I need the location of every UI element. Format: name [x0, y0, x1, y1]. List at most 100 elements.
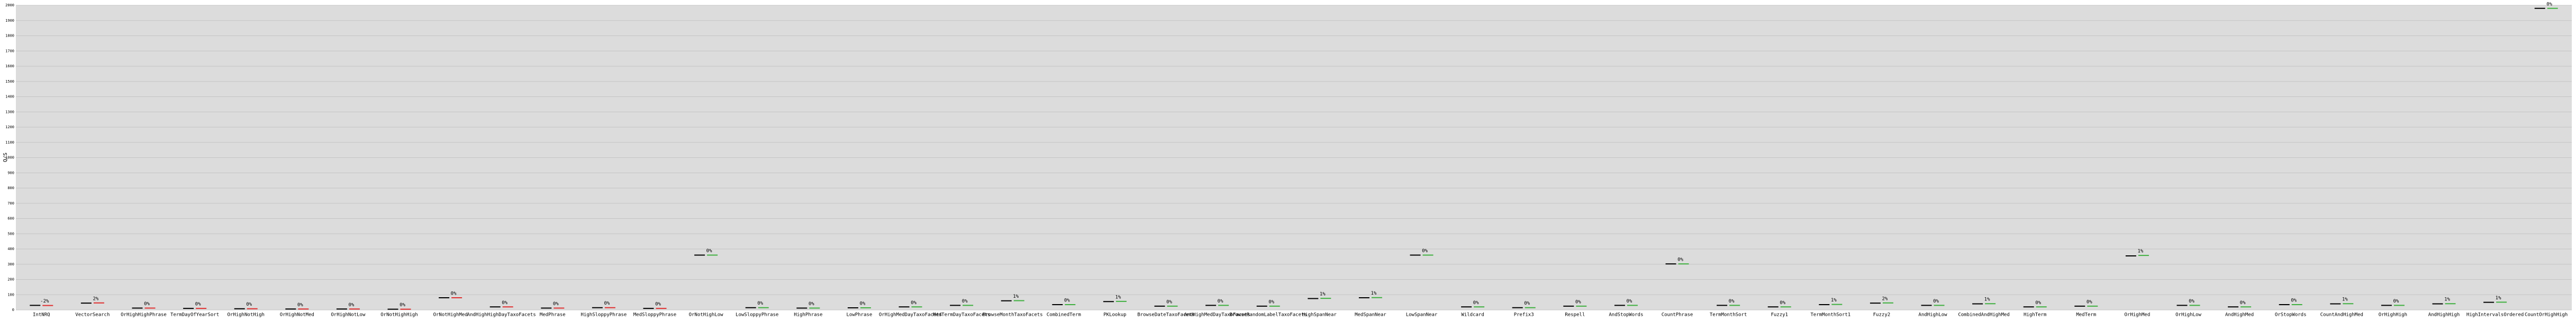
y-tick-label: 1700 [5, 49, 14, 53]
change-label: 0% [1422, 248, 1428, 254]
y-tick-label: 0 [12, 308, 14, 312]
x-tick-label: AndHighHigh [2428, 313, 2460, 318]
y-tick-label: 1900 [5, 19, 14, 23]
x-tick-label: CountPhrase [1662, 313, 1693, 318]
x-tick-label: LowSloppyPhrase [736, 313, 778, 318]
y-tick-label: 100 [7, 292, 14, 297]
change-label: 1% [2444, 297, 2450, 303]
x-tick-label: CountAndHighMed [2320, 313, 2363, 318]
change-label: 0% [809, 301, 814, 307]
x-tick-label: VectorSearch [75, 313, 110, 318]
y-tick-label: 800 [7, 186, 14, 190]
x-tick-label: TermMonthSort [1710, 313, 1747, 318]
x-tick-label: AndHighMed [2225, 313, 2254, 318]
change-label: 0% [400, 303, 405, 308]
change-label: 0% [1268, 299, 1274, 305]
y-tick-label: 1500 [5, 79, 14, 84]
x-tick-label: MedTermDayTaxoFacets [933, 313, 990, 318]
x-tick-label: AndHighMedDayTaxoFacets [1184, 313, 1250, 318]
x-tick-label: AndStopWords [1609, 313, 1643, 318]
change-label: 0% [144, 301, 150, 307]
change-label: 0% [1524, 301, 1530, 306]
change-label: 0% [348, 303, 354, 308]
y-tick-label: 700 [7, 201, 14, 206]
y-tick-label: 400 [7, 247, 14, 251]
change-label: 1% [1371, 291, 1376, 296]
x-tick-label: OrHighMed [2125, 313, 2151, 318]
y-tick-label: 900 [7, 171, 14, 175]
x-tick-label: BrowseRandomLabelTaxoFacets [1230, 313, 1307, 318]
change-label: 2% [1882, 296, 1888, 301]
y-tick-label: 1100 [5, 140, 14, 145]
x-tick-label: MedSpanNear [1355, 313, 1386, 318]
y-tick-label: 600 [7, 217, 14, 221]
change-label: 0% [706, 248, 712, 254]
x-tick-label: HighIntervalsOrdered [2466, 313, 2524, 318]
x-tick-label: OrHighHigh [2379, 313, 2407, 318]
change-label: 0% [1626, 299, 1632, 304]
x-tick-label: OrHighNotLow [331, 313, 366, 318]
change-label: 0% [1473, 300, 1479, 306]
change-label: 0% [2240, 300, 2246, 306]
x-tick-label: TermDayOfYearSort [170, 313, 219, 318]
x-tick-label: HighSloppyPhrase [581, 313, 627, 318]
y-tick-label: 2000 [5, 3, 14, 7]
x-tick-label: HighTerm [2024, 313, 2046, 318]
change-label: 0% [2087, 299, 2092, 305]
x-tick-label: LowPhrase [847, 313, 873, 318]
change-label: 0% [757, 301, 763, 306]
change-label: 0% [195, 302, 201, 307]
y-tick-label: 300 [7, 262, 14, 266]
change-label: 1% [1320, 292, 1326, 297]
change-label: 0% [2393, 299, 2399, 304]
change-label: 0% [502, 300, 507, 306]
change-label: 0% [2291, 298, 2297, 303]
change-label: 0% [297, 303, 303, 308]
y-tick-label: 1800 [5, 34, 14, 38]
change-label: 0% [1677, 257, 1683, 263]
y-tick-label: 1400 [5, 95, 14, 99]
x-tick-label: Respell [1565, 313, 1585, 318]
x-tick-label: HighPhrase [794, 313, 822, 318]
x-tick-label: OrNotHighHigh [380, 313, 418, 318]
x-tick-label: OrStopWords [2275, 313, 2307, 318]
x-tick-label: OrNotHighLow [689, 313, 724, 318]
x-tick-label: HighSpanNear [1302, 313, 1337, 318]
change-label: 1% [1115, 295, 1121, 300]
x-tick-label: Fuzzy2 [1873, 313, 1891, 318]
x-tick-label: OrHighMedDayTaxoFacets [879, 313, 942, 318]
change-label: 0% [1064, 298, 1070, 303]
x-tick-label: CountOrHighHigh [2525, 313, 2568, 318]
change-label: 0% [962, 299, 968, 304]
x-tick-label: BrowseDateTaxoFacets [1137, 313, 1194, 318]
change-label: 0% [859, 301, 865, 306]
x-tick-label: OrHighHighPhrase [121, 313, 167, 318]
x-tick-label: LowSpanNear [1406, 313, 1438, 318]
change-label: 2% [93, 296, 98, 301]
x-tick-label: AndHighHighDayTaxoFacets [467, 313, 536, 318]
change-label: 0% [911, 300, 917, 306]
change-label: 0% [1933, 299, 1939, 304]
x-tick-label: CombinedAndHighMed [1958, 313, 2010, 318]
x-tick-label: OrHighLow [2175, 313, 2201, 318]
x-tick-label: TermMonthSort1 [1810, 313, 1851, 318]
change-label: 1% [2137, 249, 2143, 254]
y-tick-label: 1200 [5, 125, 14, 129]
x-tick-label: MedPhrase [540, 313, 566, 318]
change-label: 0% [2189, 299, 2194, 304]
change-label: 0% [2546, 2, 2552, 7]
change-label: 1% [1013, 294, 1019, 299]
change-label: 0% [2035, 300, 2041, 306]
x-tick-label: Prefix3 [1514, 313, 1534, 318]
change-label: 1% [1831, 298, 1837, 303]
change-label: 0% [451, 291, 457, 297]
x-tick-label: Wildcard [1461, 313, 1484, 318]
x-tick-label: MedSloppyPhrase [633, 313, 676, 318]
x-tick-label: PKLookup [1103, 313, 1126, 318]
x-tick-label: OrHighNotHigh [227, 313, 264, 318]
change-label: 0% [246, 302, 252, 307]
change-label: 0% [1166, 299, 1172, 305]
change-label: 1% [2342, 297, 2348, 303]
change-label: 0% [655, 302, 661, 307]
